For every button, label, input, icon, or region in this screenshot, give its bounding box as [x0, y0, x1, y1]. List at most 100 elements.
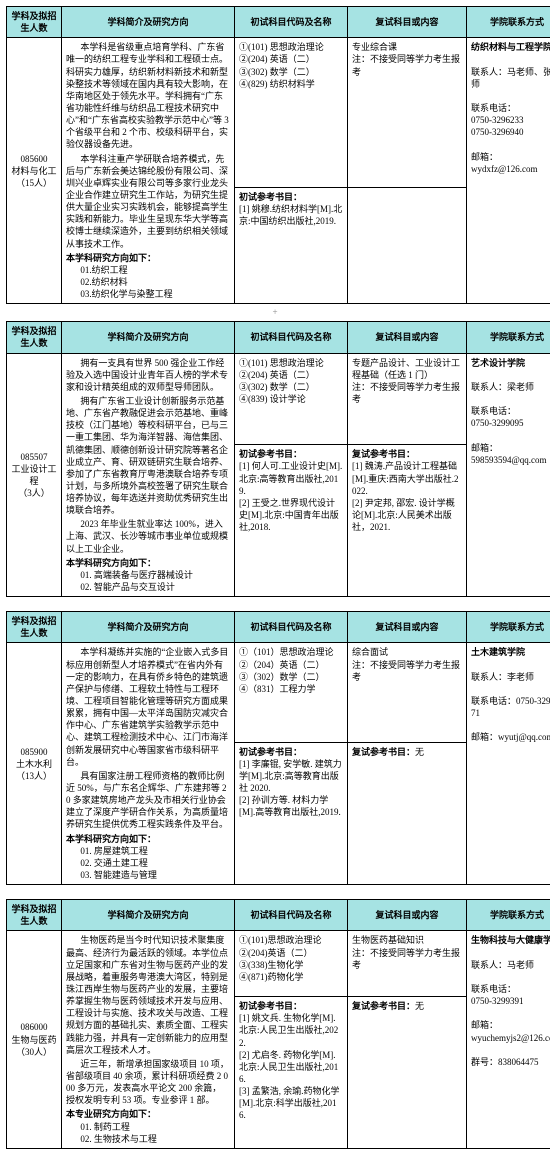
retest-ref-item: [2] 尹定邦, 邵宏. 设计学概论[M].北京:人民美术出版社，2021. — [352, 497, 462, 533]
program-code-cell: 085600材料与化工（15人） — [7, 38, 62, 304]
exam-subject-line: ③(302) 数学（二） — [239, 381, 343, 393]
contact-line — [471, 971, 550, 983]
exam-ref-title: 初试参考书目： — [239, 449, 302, 459]
contact-line: 纺织材料与工程学院 — [471, 41, 550, 53]
contact-line — [471, 683, 550, 695]
program-quota: （30人） — [11, 1046, 57, 1058]
contact-line — [471, 138, 550, 150]
header-c3: 初试科目代码及名称 — [235, 900, 348, 931]
program-code-cell: 085900土木水利（13人） — [7, 643, 62, 885]
school-name: 纺织材料与工程学院 — [471, 42, 550, 52]
retest-line: 注：不接受同等学力考生报考 — [352, 947, 462, 971]
contact-cell: 土木建筑学院 联系人：李老师 联系电话：0750-3290371 邮箱：wyut… — [467, 643, 550, 885]
contact-line — [471, 369, 550, 381]
retest-content-cell: 综合面试注：不接受同等学力考生报考 — [348, 643, 467, 742]
exam-subject-line: ③（302）数学（二） — [239, 671, 343, 683]
retest-line: 注：不接受同等学力考生报考 — [352, 53, 462, 77]
contact-line — [471, 393, 550, 405]
contact-line: 群号：838064475 — [471, 1056, 550, 1068]
header-c5: 学院联系方式 — [467, 322, 550, 353]
direction-item: 02.纺织材料 — [66, 276, 230, 288]
exam-subject-line: ④(839) 设计学论 — [239, 393, 343, 405]
direction-item: 02. 交通土建工程 — [66, 857, 230, 869]
directions-title: 本学科研究方向如下： — [66, 834, 156, 844]
contact-line: 邮箱： — [471, 1019, 550, 1031]
header-c4: 复试科目或内容 — [348, 322, 467, 353]
program-code: 085507 — [11, 451, 57, 463]
intro-paragraph: 2023 年毕业生就业率达 100%，进入上海、武汉、长沙等城市事业单位或规模以… — [66, 518, 230, 554]
exam-subjects-cell: ①(101)思想政治理论②(204)英语（二）③(338)生物化学④(871)药… — [235, 931, 348, 997]
contact-line: 邮箱：wyutj@qq.com — [471, 731, 550, 743]
program-code-cell: 086000生物与医药（30人） — [7, 931, 62, 1148]
header-c5: 学院联系方式 — [467, 612, 550, 643]
contact-line — [471, 719, 550, 731]
retest-line: 注：不接受同等学力考生报考 — [352, 659, 462, 683]
exam-subject-line: ②（204）英语（二） — [239, 659, 343, 671]
program-code: 085900 — [11, 746, 57, 758]
program-table: 学科及拟招生人数学科简介及研究方向初试科目代码及名称复试科目或内容学院联系方式0… — [6, 899, 550, 1149]
exam-refs-cell: 初试参考书目：[1] 姚穆.纺织材料学[M].北京:中国纺织出版社,2019. — [235, 187, 348, 304]
contact-line — [471, 429, 550, 441]
retest-refs-cell: 复试参考书目：无 — [348, 997, 467, 1149]
direction-item: 01. 房屋建筑工程 — [66, 845, 230, 857]
retest-line: 专业综合课 — [352, 41, 462, 53]
program-intro-cell: 生物医药是当今时代知识技术聚集度最高、经济行为最活跃的领域。本学位点立足国家和广… — [62, 931, 235, 1148]
contact-line — [471, 1044, 550, 1056]
direction-item: 01. 制药工程 — [66, 1121, 230, 1133]
contact-line: 0750-3296940 — [471, 126, 550, 138]
program-intro-cell: 拥有一支具有世界 500 强企业工作经验及入选中国设计业青年百人榜的学术专家和设… — [62, 353, 235, 597]
exam-ref-item: [2] 尤启冬. 药物化学[M].北京:人民卫生出版社,2016. — [239, 1049, 343, 1085]
retest-ref-title: 复试参考书目： — [352, 449, 415, 459]
retest-ref-item: 无 — [415, 747, 424, 757]
contact-line — [471, 53, 550, 65]
retest-ref-title: 复试参考书目： — [352, 747, 415, 757]
intro-paragraph: 拥有广东省工业设计创新服务示范基地、广东省产教融促进会示范基地、重峰技校（江门基… — [66, 395, 230, 516]
direction-item: 02. 智能产品与交互设计 — [66, 581, 230, 593]
program-table: 学科及拟招生人数学科简介及研究方向初试科目代码及名称复试科目或内容学院联系方式0… — [6, 611, 550, 885]
header-c5: 学院联系方式 — [467, 7, 550, 38]
program-code: 085600 — [11, 153, 57, 165]
exam-ref-title: 初试参考书目： — [239, 192, 302, 202]
contact-line: 联系人：马老师 — [471, 959, 550, 971]
header-c1: 学科及拟招生人数 — [7, 900, 62, 931]
program-code: 086000 — [11, 1021, 57, 1033]
intro-paragraph: 本学科凝练并实施的“企业嵌入式多目标应用创新型人才培养模式”在省内外有一定的影响… — [66, 646, 230, 767]
exam-refs-cell: 初试参考书目：[1] 李廉锟, 安学敏. 建筑力学[M].北京:高等教育出版社 … — [235, 742, 348, 885]
contact-cell: 艺术设计学院 联系人：梁老师 联系电话：0750-3299095 邮箱：5985… — [467, 353, 550, 597]
exam-ref-item: [1] 姚穆.纺织材料学[M].北京:中国纺织出版社,2019. — [239, 203, 343, 227]
header-c3: 初试科目代码及名称 — [235, 7, 348, 38]
exam-subjects-cell: ①（101）思想政治理论②（204）英语（二）③（302）数学（二）④（831）… — [235, 643, 348, 742]
program-intro-cell: 本学科是省级重点培育学科、广东省唯一的纺织工程专业学科和工程硕士点。科研实力雄厚… — [62, 38, 235, 304]
direction-item: 01. 高端装备与医疗器械设计 — [66, 569, 230, 581]
retest-line: 综合面试 — [352, 646, 462, 658]
contact-line — [471, 90, 550, 102]
intro-paragraph: 拥有一支具有世界 500 强企业工作经验及入选中国设计业青年百人榜的学术专家和设… — [66, 357, 230, 393]
retest-ref-item: [1] 魏涛.产品设计工程基础[M].重庆:西南大学出版社.2022. — [352, 460, 462, 496]
retest-refs-cell: 复试参考书目：无 — [348, 742, 467, 885]
intro-paragraph: 近三年，新增承担国家级项目 10 项，省部级项目 40 余项，累计科研项经费 2… — [66, 1058, 230, 1107]
exam-refs-cell: 初试参考书目：[1] 何人可.工业设计史[M].北京:高等教育出版社,2019.… — [235, 445, 348, 597]
program-quota: （3人） — [11, 487, 57, 499]
exam-subject-line: ④（831）工程力学 — [239, 683, 343, 695]
exam-ref-item: [2] 王受之.世界现代设计史[M].北京:中国青年出版社,2018. — [239, 497, 343, 533]
program-name: 工业设计工程 — [11, 463, 57, 487]
contact-line: 土木建筑学院 — [471, 646, 550, 658]
program-table: 学科及拟招生人数学科简介及研究方向初试科目代码及名称复试科目或内容学院联系方式0… — [6, 321, 550, 597]
contact-line: 联系人：梁老师 — [471, 381, 550, 393]
exam-subject-line: ①(101)思想政治理论 — [239, 934, 343, 946]
contact-line: 0750-3299095 — [471, 417, 550, 429]
exam-subject-line: ①(101) 思想政治理论 — [239, 41, 343, 53]
retest-refs-cell: 复试参考书目：[1] 魏涛.产品设计工程基础[M].重庆:西南大学出版社.202… — [348, 445, 467, 597]
exam-refs-cell: 初试参考书目：[1] 姚文兵. 生物化学[M].北京:人民卫生出版社,2022.… — [235, 997, 348, 1149]
exam-subjects-cell: ①(101) 思想政治理论②(204) 英语（二）③(302) 数学（二）④(8… — [235, 38, 348, 187]
exam-subject-line: ③(338)生物化学 — [239, 959, 343, 971]
exam-subject-line: ①（101）思想政治理论 — [239, 646, 343, 658]
program-name: 材料与化工 — [11, 165, 57, 177]
contact-line: 邮箱： — [471, 442, 550, 454]
header-c2: 学科简介及研究方向 — [62, 322, 235, 353]
exam-subject-line: ②(204)英语（二） — [239, 947, 343, 959]
exam-ref-item: [1] 李廉锟, 安学敏. 建筑力学[M].北京:高等教育出版社 2020. — [239, 758, 343, 794]
contact-line: 598593594@qq.com — [471, 454, 550, 466]
contact-line: 0750-3296233 — [471, 114, 550, 126]
exam-ref-item: [1] 何人可.工业设计史[M].北京:高等教育出版社,2019. — [239, 460, 343, 496]
